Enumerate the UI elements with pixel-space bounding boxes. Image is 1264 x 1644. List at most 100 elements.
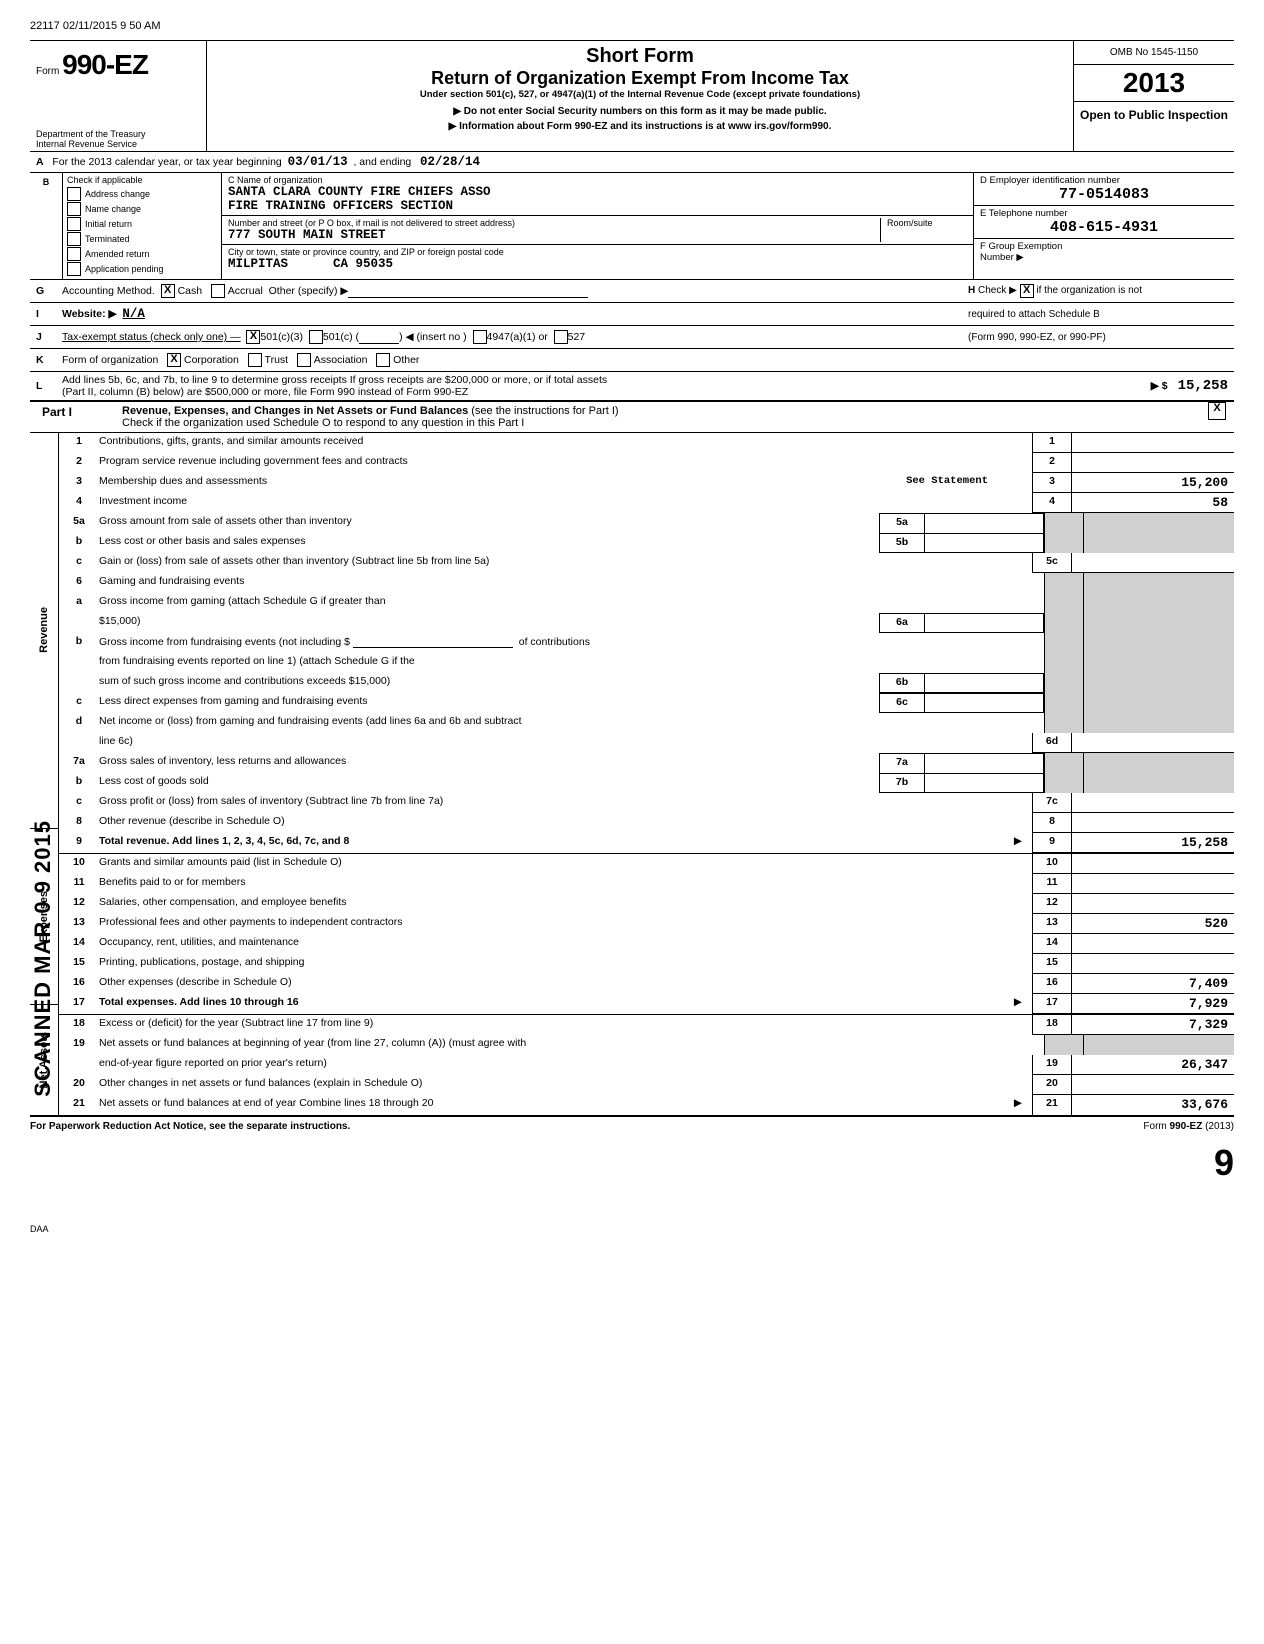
chk-terminated[interactable] <box>67 232 81 246</box>
inl-6c: 6c <box>879 693 925 713</box>
row-8: 8 Other revenue (describe in Schedule O)… <box>59 813 1234 833</box>
inl-7a: 7a <box>879 753 925 773</box>
chk-schedule-o[interactable] <box>1208 402 1226 420</box>
chk-501c3[interactable] <box>246 330 260 344</box>
L-text2: (Part II, column (B) below) are $500,000… <box>62 386 1151 398</box>
ein-value: 77-0514083 <box>980 186 1228 203</box>
lbl-terminated: Terminated <box>85 234 130 244</box>
num-9: 9 <box>59 833 99 853</box>
desc-6a-1: Gross income from gaming (attach Schedul… <box>99 593 890 613</box>
footer: For Paperwork Reduction Act Notice, see … <box>30 1117 1234 1132</box>
num-13: 13 <box>59 914 99 934</box>
line-I: I Website: ▶ N/A required to attach Sche… <box>30 303 1234 326</box>
chk-amended[interactable] <box>67 247 81 261</box>
row-6d-2: line 6c) 6d <box>59 733 1234 753</box>
rc-8: 8 <box>1032 813 1072 833</box>
desc-20: Other changes in net assets or fund bala… <box>99 1075 1032 1095</box>
num-21: 21 <box>59 1095 99 1115</box>
val-15 <box>1072 954 1234 974</box>
row-10: 10 Grants and similar amounts paid (list… <box>59 854 1234 874</box>
chk-pending[interactable] <box>67 262 81 276</box>
side-revenue: Revenue <box>36 603 52 657</box>
num-4: 4 <box>59 493 99 513</box>
rc-21: 21 <box>1032 1095 1072 1115</box>
num-6b-blank <box>59 653 99 673</box>
row-17: 17 Total expenses. Add lines 10 through … <box>59 994 1234 1015</box>
footer-form-word: Form <box>1143 1121 1169 1132</box>
lbl-4947: 4947(a)(1) or <box>487 331 548 343</box>
line-A: A For the 2013 calendar year, or tax yea… <box>30 152 1234 173</box>
desc-6b-1a: Gross income from fundraising events (no… <box>99 636 350 648</box>
handwritten-9: 9 <box>30 1142 1234 1184</box>
row-7a: 7a Gross sales of inventory, less return… <box>59 753 1234 773</box>
chk-527[interactable] <box>554 330 568 344</box>
desc-19-1: Net assets or fund balances at beginning… <box>99 1035 1044 1055</box>
chk-accrual[interactable] <box>211 284 225 298</box>
chk-H[interactable] <box>1020 284 1034 298</box>
form-header: Form 990-EZ Department of the Treasury I… <box>30 40 1234 152</box>
line-K: K Form of organization Corporation Trust… <box>30 349 1234 372</box>
chk-name-change[interactable] <box>67 202 81 216</box>
K-label: Form of organization <box>62 354 158 366</box>
num-7c: c <box>59 793 99 813</box>
footer-form-year: (2013) <box>1202 1121 1234 1132</box>
chk-initial-return[interactable] <box>67 217 81 231</box>
sp-6b2 <box>1044 653 1084 673</box>
val-13: 520 <box>1072 914 1234 934</box>
spv-6c <box>1084 693 1234 713</box>
see-statement: See Statement <box>906 475 988 487</box>
sp-6c <box>1044 693 1084 713</box>
chk-4947[interactable] <box>473 330 487 344</box>
6b-blank[interactable] <box>353 635 513 648</box>
part-I-desc: Revenue, Expenses, and Changes in Net As… <box>114 402 1208 432</box>
under-section: Under section 501(c), 527, or 4947(a)(1)… <box>215 89 1065 100</box>
num-12: 12 <box>59 894 99 914</box>
desc-3-text: Membership dues and assessments <box>99 475 267 487</box>
val-5c <box>1072 553 1234 573</box>
rc-11: 11 <box>1032 874 1072 894</box>
desc-10: Grants and similar amounts paid (list in… <box>99 854 1032 874</box>
ssn-warning: ▶ Do not enter Social Security numbers o… <box>215 106 1065 117</box>
row-6: 6 Gaming and fundraising events <box>59 573 1234 593</box>
chk-assoc[interactable] <box>297 353 311 367</box>
num-6b: b <box>59 633 99 653</box>
rc-4: 4 <box>1032 493 1072 513</box>
inl-7b: 7b <box>879 773 925 793</box>
tax-year: 2013 <box>1074 65 1234 102</box>
rows-container: 1 Contributions, gifts, grants, and simi… <box>59 433 1234 1115</box>
val-20 <box>1072 1075 1234 1095</box>
chk-address-change[interactable] <box>67 187 81 201</box>
spv-7b <box>1084 773 1234 793</box>
chk-501c[interactable] <box>309 330 323 344</box>
501c-num-blank[interactable] <box>359 331 399 344</box>
num-2: 2 <box>59 453 99 473</box>
val-3: 15,200 <box>1072 473 1234 493</box>
chk-trust[interactable] <box>248 353 262 367</box>
num-16: 16 <box>59 974 99 994</box>
chk-other-org[interactable] <box>376 353 390 367</box>
row-11: 11 Benefits paid to or for members 11 <box>59 874 1234 894</box>
chk-cash[interactable] <box>161 284 175 298</box>
num-1: 1 <box>59 433 99 453</box>
row-12: 12 Salaries, other compensation, and emp… <box>59 894 1234 914</box>
letter-G: G <box>36 285 62 297</box>
row-4: 4 Investment income 4 58 <box>59 493 1234 513</box>
num-5a: 5a <box>59 513 99 533</box>
city-label: City or town, state or province country,… <box>228 247 504 257</box>
chk-corp[interactable] <box>167 353 181 367</box>
row-7b: b Less cost of goods sold 7b <box>59 773 1234 793</box>
desc-17-text: Total expenses. Add lines 10 through 16 <box>99 996 299 1008</box>
rc-15: 15 <box>1032 954 1072 974</box>
inlv-5b <box>925 533 1044 553</box>
lbl-other-specify: Other (specify) ▶ <box>269 285 349 297</box>
desc-13: Professional fees and other payments to … <box>99 914 1032 934</box>
other-blank[interactable] <box>348 285 588 298</box>
row-13: 13 Professional fees and other payments … <box>59 914 1234 934</box>
F-group: F Group Exemption Number ▶ <box>974 239 1234 265</box>
spv-6d1 <box>1084 713 1234 733</box>
lbl-assoc: Association <box>314 354 368 366</box>
row-7c: c Gross profit or (loss) from sales of i… <box>59 793 1234 813</box>
lbl-amended: Amended return <box>85 249 150 259</box>
footer-right: Form 990-EZ (2013) <box>1143 1121 1234 1132</box>
return-title: Return of Organization Exempt From Incom… <box>215 68 1065 89</box>
